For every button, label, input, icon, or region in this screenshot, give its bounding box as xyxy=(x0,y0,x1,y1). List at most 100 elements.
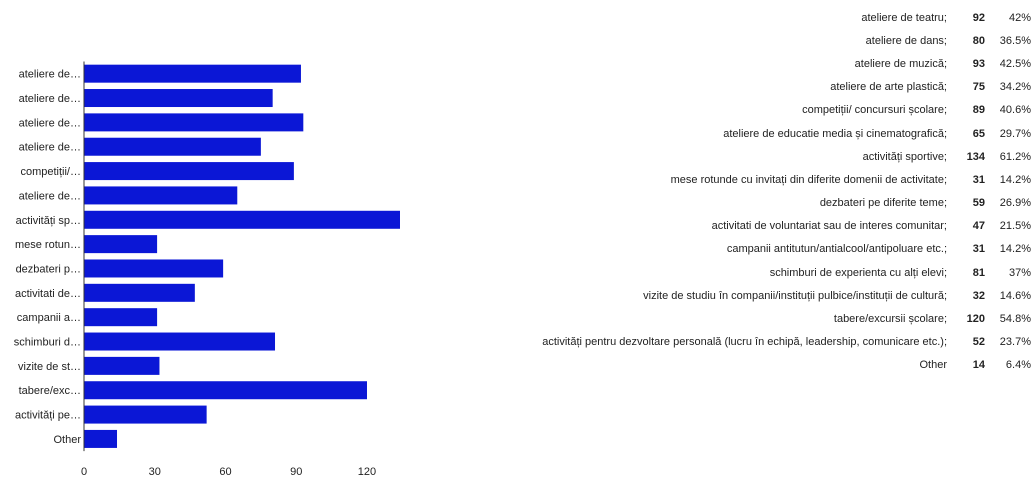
response-count: 93 xyxy=(947,52,985,75)
option-label: ateliere de educatie media și cinematogr… xyxy=(542,122,947,145)
y-axis-label: ateliere de… xyxy=(19,93,81,105)
option-label: schimburi de experienta cu alți elevi; xyxy=(542,261,947,284)
y-axis-label: tabere/exc… xyxy=(19,385,81,397)
response-count: 65 xyxy=(947,122,985,145)
table-row: tabere/excursii școlare; 120 54.8% xyxy=(542,307,1035,330)
y-axis-label: vizite de st… xyxy=(18,361,81,373)
bars-group xyxy=(84,65,400,448)
response-count: 134 xyxy=(947,145,985,168)
table-row: vizite de studiu în companii/instituții … xyxy=(542,284,1035,307)
bar xyxy=(84,89,273,107)
x-axis-ticks: 0 30 60 90 120 xyxy=(81,466,376,478)
response-percentage: 34.2% xyxy=(985,76,1035,99)
option-label: dezbateri pe diferite teme; xyxy=(542,192,947,215)
x-axis-tick-label: 120 xyxy=(358,466,376,478)
response-percentage: 42.5% xyxy=(985,52,1035,75)
y-axis-label: activitati de… xyxy=(15,288,81,300)
option-label: ateliere de arte plastică; xyxy=(542,76,947,99)
option-label: campanii antitutun/antialcool/antipoluar… xyxy=(542,238,947,261)
option-label: ateliere de teatru; xyxy=(542,6,947,29)
option-label: activități sportive; xyxy=(542,145,947,168)
y-axis-label: competiții/… xyxy=(20,166,81,178)
response-count: 81 xyxy=(947,261,985,284)
response-percentage: 21.5% xyxy=(985,215,1035,238)
response-count: 75 xyxy=(947,76,985,99)
y-axis-label: activități pe… xyxy=(15,410,81,422)
option-label: activități pentru dezvoltare personală (… xyxy=(542,331,947,354)
table-row: ateliere de arte plastică; 75 34.2% xyxy=(542,76,1035,99)
table-row: activități pentru dezvoltare personală (… xyxy=(542,331,1035,354)
response-count: 47 xyxy=(947,215,985,238)
y-axis-label: ateliere de… xyxy=(19,117,81,129)
table-row: Other 14 6.4% xyxy=(542,354,1035,377)
option-label: ateliere de muzică; xyxy=(542,52,947,75)
table-row: ateliere de dans; 80 36.5% xyxy=(542,29,1035,52)
y-axis-label: mese rotun… xyxy=(15,239,81,251)
bar xyxy=(84,113,303,131)
table-row: mese rotunde cu invitați din diferite do… xyxy=(542,168,1035,191)
bar xyxy=(84,65,301,83)
option-label: tabere/excursii școlare; xyxy=(542,307,947,330)
x-axis-tick-label: 60 xyxy=(219,466,231,478)
bar xyxy=(84,381,367,399)
bar xyxy=(84,259,223,277)
table-row: activități sportive; 134 61.2% xyxy=(542,145,1035,168)
option-label: activitati de voluntariat sau de interes… xyxy=(542,215,947,238)
y-axis-label: ateliere de… xyxy=(19,69,81,81)
response-percentage: 14.2% xyxy=(985,238,1035,261)
response-count: 80 xyxy=(947,29,985,52)
table-row: campanii antitutun/antialcool/antipoluar… xyxy=(542,238,1035,261)
table-row: schimburi de experienta cu alți elevi; 81… xyxy=(542,261,1035,284)
response-percentage: 14.6% xyxy=(985,284,1035,307)
option-label: Other xyxy=(542,354,947,377)
y-axis-label: ateliere de… xyxy=(19,190,81,202)
y-axis-label: campanii a… xyxy=(17,312,81,324)
response-percentage: 14.2% xyxy=(985,168,1035,191)
bar xyxy=(84,235,157,253)
response-count: 120 xyxy=(947,307,985,330)
table-row: dezbateri pe diferite teme; 59 26.9% xyxy=(542,192,1035,215)
response-percentage: 29.7% xyxy=(985,122,1035,145)
option-label: vizite de studiu în companii/instituții … xyxy=(542,284,947,307)
response-percentage: 26.9% xyxy=(985,192,1035,215)
bar xyxy=(84,284,195,302)
response-percentage: 6.4% xyxy=(985,354,1035,377)
response-table: ateliere de teatru; 92 42% ateliere de dans… xyxy=(542,6,1035,377)
bar xyxy=(84,333,275,351)
response-count: 89 xyxy=(947,99,985,122)
response-count: 32 xyxy=(947,284,985,307)
x-axis-tick-label: 30 xyxy=(149,466,161,478)
response-percentage: 61.2% xyxy=(985,145,1035,168)
y-axis-label: dezbateri p… xyxy=(16,263,81,275)
option-label: competiții/ concursuri școlare; xyxy=(542,99,947,122)
response-percentage: 42% xyxy=(985,6,1035,29)
option-label: mese rotunde cu invitați din diferite do… xyxy=(542,168,947,191)
bar xyxy=(84,308,157,326)
y-axis-label: activități sp… xyxy=(16,215,81,227)
y-axis-label: schimburi d… xyxy=(14,337,81,349)
response-count: 31 xyxy=(947,238,985,261)
response-percentage: 36.5% xyxy=(985,29,1035,52)
option-label: ateliere de dans; xyxy=(542,29,947,52)
table-row: activitati de voluntariat sau de interes… xyxy=(542,215,1035,238)
x-axis-tick-label: 90 xyxy=(290,466,302,478)
table-row: ateliere de teatru; 92 42% xyxy=(542,6,1035,29)
response-count: 92 xyxy=(947,6,985,29)
bar xyxy=(84,138,261,156)
x-axis-tick-label: 0 xyxy=(81,466,87,478)
response-count: 59 xyxy=(947,192,985,215)
bar-chart: ateliere de… ateliere de… ateliere de… atel… xyxy=(0,0,460,482)
bar xyxy=(84,162,294,180)
bar xyxy=(84,186,237,204)
response-percentage: 37% xyxy=(985,261,1035,284)
bar xyxy=(84,211,400,229)
bar xyxy=(84,430,117,448)
y-axis-labels: ateliere de… ateliere de… ateliere de… atel… xyxy=(14,69,82,446)
bar xyxy=(84,406,207,424)
response-percentage: 54.8% xyxy=(985,307,1035,330)
bar xyxy=(84,357,159,375)
response-count: 14 xyxy=(947,354,985,377)
y-axis-label: Other xyxy=(53,434,81,446)
response-count: 31 xyxy=(947,168,985,191)
response-percentage: 23.7% xyxy=(985,331,1035,354)
